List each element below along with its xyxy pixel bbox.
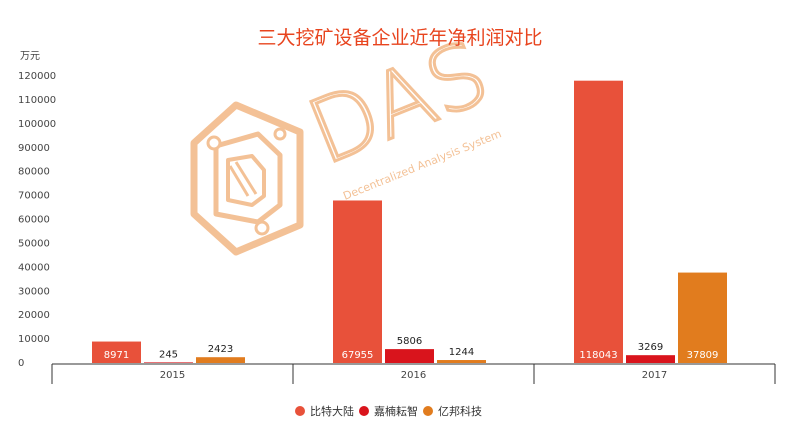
y-tick-label: 80000 (18, 167, 50, 178)
bar (196, 357, 245, 363)
data-label: 8971 (104, 350, 129, 361)
y-tick-label: 70000 (18, 191, 50, 202)
legend-swatch (423, 406, 433, 416)
y-tick-label: 120000 (18, 71, 56, 82)
data-label: 2423 (208, 344, 233, 355)
x-axis-ticks: 2015 2016 2017 (160, 370, 667, 381)
data-labels: 8971 245 2423 67955 5806 1244 118043 3269 37809 (104, 336, 719, 361)
bar (333, 200, 382, 363)
y-tick-label: 90000 (18, 143, 50, 154)
data-label: 3269 (638, 342, 663, 353)
legend-label: 嘉楠耘智 (374, 404, 418, 418)
data-label: 67955 (342, 350, 374, 361)
legend-swatch (359, 406, 369, 416)
y-tick-label: 0 (18, 358, 24, 369)
y-tick-label: 30000 (18, 286, 50, 297)
chart-title: 三大挖矿设备企业近年净利润对比 (257, 27, 542, 49)
legend-label: 比特大陆 (310, 404, 354, 418)
bar (92, 341, 141, 363)
bar (626, 355, 675, 363)
bars (92, 80, 727, 364)
legend-swatch (295, 406, 305, 416)
y-tick-label: 40000 (18, 262, 50, 273)
legend-item: 比特大陆 (295, 404, 354, 418)
x-tick-label: 2016 (401, 370, 426, 381)
y-tick-label: 60000 (18, 215, 50, 226)
bar (678, 272, 727, 363)
x-axis (51, 363, 776, 384)
das-logo-icon (190, 101, 304, 256)
y-tick-label: 50000 (18, 238, 50, 249)
x-tick-label: 2015 (160, 370, 185, 381)
data-label: 37809 (687, 350, 719, 361)
bar (144, 362, 193, 363)
data-label: 245 (159, 349, 178, 360)
bar (437, 360, 486, 363)
data-label: 5806 (397, 336, 422, 347)
data-label: 1244 (449, 347, 474, 358)
bar (574, 80, 623, 364)
y-axis-unit: 万元 (20, 51, 40, 62)
y-tick-label: 110000 (18, 95, 56, 106)
y-tick-label: 20000 (18, 310, 50, 321)
y-tick-label: 10000 (18, 334, 50, 345)
bar (385, 349, 434, 363)
data-label: 118043 (579, 350, 617, 361)
legend-item: 嘉楠耘智 (359, 404, 418, 418)
legend-item: 亿邦科技 (423, 404, 482, 418)
y-tick-label: 100000 (18, 119, 56, 130)
legend-label: 亿邦科技 (438, 404, 482, 418)
x-tick-label: 2017 (642, 370, 667, 381)
y-axis-ticks: 0 10000 20000 30000 40000 50000 60000 70000 8000… (18, 71, 56, 369)
legend: 比特大陆 嘉楠耘智 亿邦科技 (295, 404, 482, 418)
